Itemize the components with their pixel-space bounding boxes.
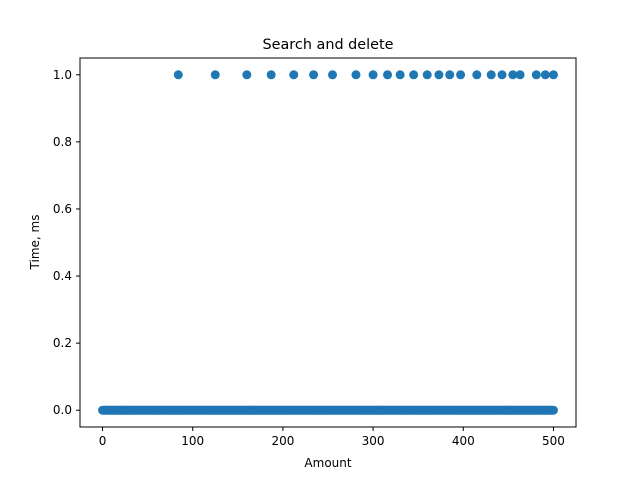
data-point [531, 70, 541, 80]
data-point [445, 70, 455, 80]
data-point [497, 70, 507, 80]
data-point [548, 70, 558, 80]
data-point [368, 70, 378, 80]
data-point [486, 70, 496, 80]
x-axis-ticks: 0 100 200 300 400 500 [99, 427, 565, 448]
data-point [289, 70, 299, 80]
y-axis-ticks: 0.0 0.2 0.4 0.6 0.8 1.0 [53, 68, 80, 417]
y-tick-label: 0.4 [53, 269, 72, 283]
x-axis-label: Amount [304, 456, 351, 470]
scatter-points [98, 70, 558, 415]
data-point [422, 70, 432, 80]
data-point [309, 70, 319, 80]
data-point [210, 70, 220, 80]
y-tick-label: 0.6 [53, 202, 72, 216]
data-point [173, 70, 183, 80]
data-point [395, 70, 405, 80]
data-point [515, 70, 525, 80]
data-point [472, 70, 482, 80]
data-point [383, 70, 393, 80]
data-point [409, 70, 419, 80]
data-point [456, 70, 466, 80]
x-tick-label: 200 [271, 434, 294, 448]
x-tick-label: 500 [542, 434, 565, 448]
y-tick-label: 0.2 [53, 336, 72, 350]
data-point [351, 70, 361, 80]
data-point [328, 70, 338, 80]
x-tick-label: 300 [362, 434, 385, 448]
chart-title: Search and delete [263, 37, 394, 53]
data-point [540, 70, 550, 80]
data-point [508, 70, 518, 80]
data-point [242, 70, 252, 80]
data-point [434, 70, 444, 80]
y-tick-label: 0.8 [53, 135, 72, 149]
x-tick-label: 0 [99, 434, 107, 448]
x-tick-label: 400 [452, 434, 475, 448]
y-tick-label: 0.0 [53, 403, 72, 417]
x-tick-label: 100 [181, 434, 204, 448]
data-point [548, 405, 558, 415]
y-tick-label: 1.0 [53, 68, 72, 82]
y-axis-label: Time, ms [28, 215, 42, 271]
data-point [266, 70, 276, 80]
axes-frame [79, 57, 577, 428]
